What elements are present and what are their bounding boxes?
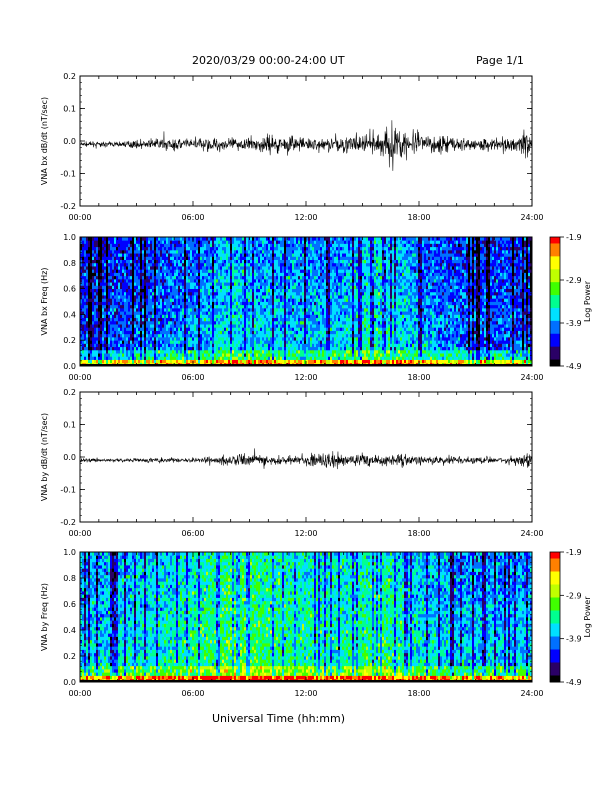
x-tick-label: 00:00 xyxy=(68,213,91,222)
x-tick-label: 12:00 xyxy=(294,213,317,222)
x-tick-label: 00:00 xyxy=(68,373,91,382)
x-tick-label: 06:00 xyxy=(181,373,204,382)
colorbar-label: Log Power xyxy=(583,280,592,322)
y-tick-label: 0.8 xyxy=(63,259,76,268)
plot-frame xyxy=(79,391,533,523)
spectrogram-cells xyxy=(80,552,533,683)
x-tick-label: 06:00 xyxy=(181,529,204,538)
x-tick-label: 24:00 xyxy=(520,373,543,382)
colorbar-frame xyxy=(549,551,561,683)
waveform-trace xyxy=(79,120,533,171)
x-tick-label: 12:00 xyxy=(294,689,317,698)
y-tick-label: 0.0 xyxy=(63,362,76,371)
y-axis-label: VNA by Freq (Hz) xyxy=(40,583,49,651)
x-tick-label: 18:00 xyxy=(407,529,430,538)
y-tick-label: 0.2 xyxy=(63,652,76,661)
y-tick-label: 0.8 xyxy=(63,574,76,583)
x-tick-label: 00:00 xyxy=(68,689,91,698)
colorbar-tick-label: -3.9 xyxy=(566,319,582,328)
y-tick-label: 0.1 xyxy=(63,421,76,430)
y-tick-label: 1.0 xyxy=(63,233,76,242)
y-tick-label: 0.1 xyxy=(63,105,76,114)
waveform-trace xyxy=(79,448,533,470)
spectrogram-cells xyxy=(80,237,533,367)
colorbar-tick-label: -1.9 xyxy=(566,233,582,242)
y-tick-label: 0.4 xyxy=(63,626,76,635)
y-tick-label: -0.1 xyxy=(60,486,76,495)
y-tick-label: 0.2 xyxy=(63,388,76,397)
y-tick-label: 0.6 xyxy=(63,600,76,609)
y-axis-label: VNA by dB/dt (nT/sec) xyxy=(40,413,49,501)
y-tick-label: 0.0 xyxy=(63,137,76,146)
x-tick-label: 18:00 xyxy=(407,689,430,698)
x-tick-label: 18:00 xyxy=(407,213,430,222)
colorbar: -1.9 -2.9 -3.9 -4.9 Log Power xyxy=(549,233,592,371)
panel-4: -1.9 -2.9 -3.9 -4.9 Log Power 00:00 06:00 12:00… xyxy=(40,548,592,698)
x-tick-label: 24:00 xyxy=(520,529,543,538)
page-number: Page 1/1 xyxy=(476,54,524,67)
colorbar-tick-label: -2.9 xyxy=(566,591,582,600)
x-tick-label: 12:00 xyxy=(294,373,317,382)
colorbar-tick-label: -1.9 xyxy=(566,548,582,557)
x-tick-label: 12:00 xyxy=(294,529,317,538)
y-tick-label: -0.2 xyxy=(60,202,76,211)
x-tick-label: 06:00 xyxy=(181,213,204,222)
y-tick-label: 0.0 xyxy=(63,678,76,687)
colorbar-tick-label: -4.9 xyxy=(566,678,582,687)
chart-title: 2020/03/29 00:00-24:00 UT xyxy=(192,54,345,67)
x-tick-label: 24:00 xyxy=(520,213,543,222)
y-tick-label: 0.0 xyxy=(63,453,76,462)
colorbar-label: Log Power xyxy=(583,596,592,638)
panel-1: 00:00 06:00 12:00 18:00 24:00 -0.2 -0.1 0.0 0.1 0… xyxy=(40,72,544,222)
colorbar: -1.9 -2.9 -3.9 -4.9 Log Power xyxy=(549,548,592,687)
x-tick-label: 00:00 xyxy=(68,529,91,538)
y-tick-label: 0.2 xyxy=(63,336,76,345)
x-tick-label: 18:00 xyxy=(407,373,430,382)
x-axis-label: Universal Time (hh:mm) xyxy=(212,712,345,725)
x-tick-label: 06:00 xyxy=(181,689,204,698)
x-tick-label: 24:00 xyxy=(520,689,543,698)
y-axis-label: VNA bx dB/dt (nT/sec) xyxy=(40,97,49,185)
colorbar-frame xyxy=(549,236,561,367)
colorbar-tick-label: -3.9 xyxy=(566,635,582,644)
y-tick-label: -0.2 xyxy=(60,518,76,527)
colorbar-tick-label: -4.9 xyxy=(566,362,582,371)
y-axis-label: VNA bx Freq (Hz) xyxy=(40,268,49,336)
y-tick-label: 1.0 xyxy=(63,548,76,557)
y-tick-label: 0.2 xyxy=(63,72,76,81)
y-tick-label: 0.6 xyxy=(63,285,76,294)
panel-3: 00:00 06:00 12:00 18:00 24:00 -0.2 -0.1 0.0 0.1 0… xyxy=(40,388,544,538)
panel-2: -1.9 -2.9 -3.9 -4.9 Log Power 00:00 06:00 12:00… xyxy=(40,233,592,382)
colorbar-tick-label: -2.9 xyxy=(566,276,582,285)
y-tick-label: -0.1 xyxy=(60,170,76,179)
y-tick-label: 0.4 xyxy=(63,310,76,319)
